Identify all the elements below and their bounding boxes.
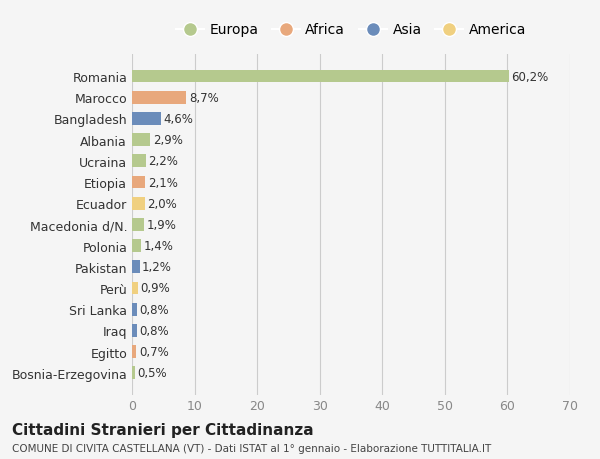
Bar (132, 346, 136, 358)
Text: 0,8%: 0,8% (140, 303, 169, 316)
Text: 2,0%: 2,0% (147, 197, 177, 210)
Text: 2,1%: 2,1% (148, 176, 178, 189)
Text: 8,7%: 8,7% (189, 91, 218, 105)
Text: 4,6%: 4,6% (163, 112, 193, 126)
Text: 2,2%: 2,2% (148, 155, 178, 168)
Bar (132, 155, 146, 168)
Text: 1,2%: 1,2% (142, 261, 172, 274)
Bar (132, 134, 150, 147)
Bar (132, 367, 135, 379)
Text: Cittadini Stranieri per Cittadinanza: Cittadini Stranieri per Cittadinanza (12, 422, 314, 437)
Bar (132, 240, 141, 252)
Bar (132, 282, 137, 295)
Text: 1,9%: 1,9% (146, 218, 176, 231)
Text: 60,2%: 60,2% (511, 70, 548, 84)
Text: 0,9%: 0,9% (140, 282, 170, 295)
Text: 2,9%: 2,9% (152, 134, 182, 147)
Text: 0,8%: 0,8% (140, 324, 169, 337)
Bar (132, 303, 137, 316)
Text: COMUNE DI CIVITA CASTELLANA (VT) - Dati ISTAT al 1° gennaio - Elaborazione TUTTI: COMUNE DI CIVITA CASTELLANA (VT) - Dati … (12, 443, 491, 453)
Bar (132, 218, 144, 231)
Text: 0,7%: 0,7% (139, 345, 169, 358)
Bar (132, 197, 145, 210)
Bar (132, 261, 140, 274)
Bar (132, 71, 509, 83)
Text: 1,4%: 1,4% (143, 240, 173, 252)
Bar (132, 325, 137, 337)
Bar (132, 176, 145, 189)
Bar (132, 113, 161, 125)
Bar (132, 92, 187, 104)
Legend: Europa, Africa, Asia, America: Europa, Africa, Asia, America (170, 18, 532, 43)
Text: 0,5%: 0,5% (137, 366, 167, 380)
